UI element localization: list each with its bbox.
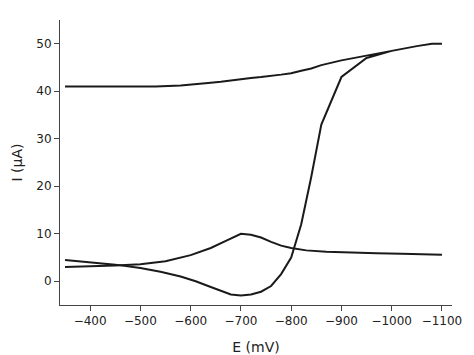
svg-text:−1000: −1000 — [371, 314, 412, 328]
svg-text:50: 50 — [36, 37, 51, 51]
svg-text:−600: −600 — [174, 314, 207, 328]
svg-text:−1100: −1100 — [422, 314, 463, 328]
svg-text:I (μA): I (μA) — [9, 144, 25, 182]
svg-text:−900: −900 — [325, 314, 358, 328]
svg-text:−400: −400 — [74, 314, 107, 328]
svg-text:0: 0 — [44, 274, 52, 288]
svg-text:−800: −800 — [275, 314, 308, 328]
svg-text:40: 40 — [36, 84, 51, 98]
svg-text:−500: −500 — [124, 314, 157, 328]
svg-text:30: 30 — [36, 132, 51, 146]
svg-text:10: 10 — [36, 227, 51, 241]
svg-text:20: 20 — [36, 179, 51, 193]
svg-text:−700: −700 — [224, 314, 257, 328]
svg-text:E (mV): E (mV) — [232, 339, 279, 355]
